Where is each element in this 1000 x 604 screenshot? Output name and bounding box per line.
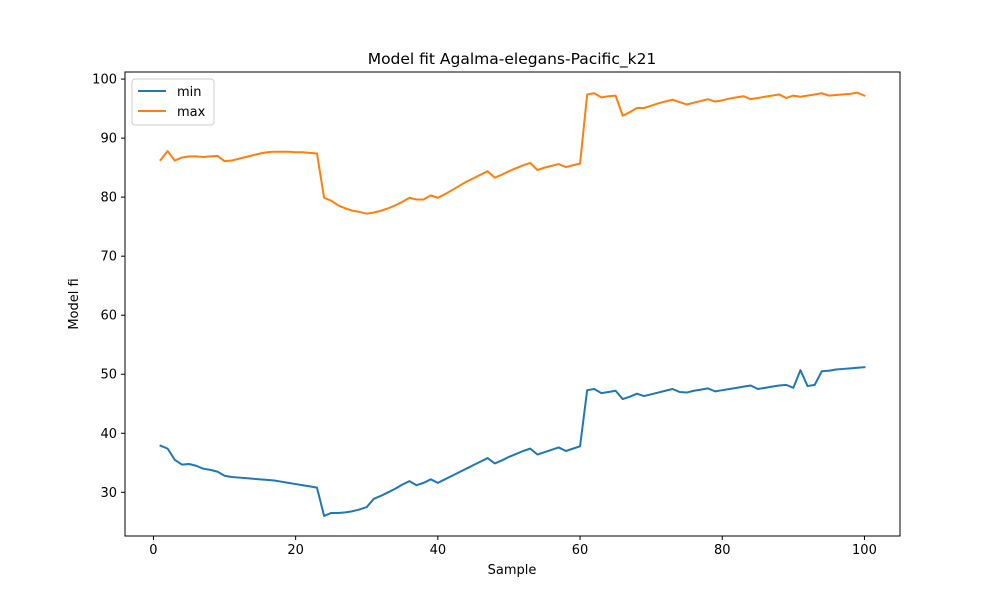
y-tick-label: 40 [100,427,117,442]
y-tick-label: 80 [100,191,117,206]
series-line-min [159,366,866,517]
y-tick-label: 60 [100,309,117,324]
y-tick-label: 90 [100,132,117,147]
x-tick-label: 20 [287,543,304,558]
chart-title: Model fit Agalma-elegans-Pacific_k21 [368,50,657,69]
y-axis: 30 40 50 60 70 80 90 100 [92,73,125,501]
series-layer [159,91,866,517]
y-axis-label: Model fi [67,278,82,329]
y-tick-label: 70 [100,250,117,265]
x-tick-label: 100 [852,543,877,558]
x-tick-label: 60 [572,543,589,558]
x-tick-label: 0 [149,543,157,558]
legend: min max [131,78,215,126]
y-tick-label: 100 [92,73,117,88]
plot-area-frame [124,71,901,537]
x-tick-label: 80 [714,543,731,558]
legend-label-min: min [177,85,202,100]
x-tick-label: 40 [430,543,447,558]
series-line-max [159,91,866,215]
x-axis: 0 20 40 60 80 100 [149,536,877,558]
y-tick-label: 30 [100,486,117,501]
x-axis-label: Sample [488,563,537,578]
legend-label-max: max [177,105,206,120]
y-tick-label: 50 [100,368,117,383]
